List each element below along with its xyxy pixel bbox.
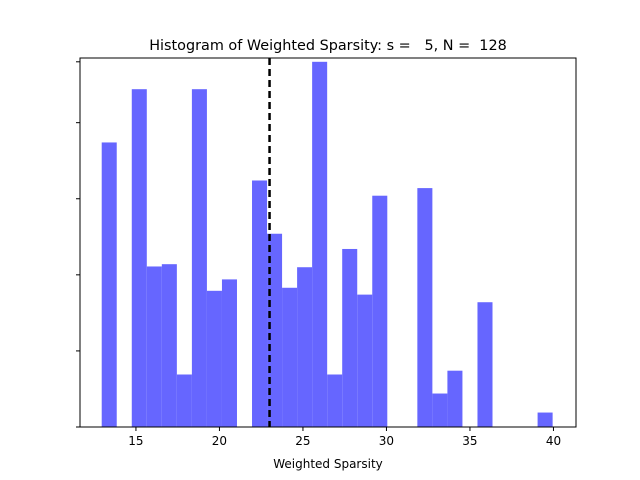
histogram-bar [101,142,117,428]
histogram-bar [477,302,493,427]
histogram-bar [432,393,448,427]
x-axis-ticks: 15 20 25 30 35 40 [128,427,561,448]
histogram-bar [206,290,222,427]
histogram-bar [252,180,268,427]
histogram-bar [417,188,433,427]
histogram-bar [357,294,373,427]
x-tick-label: 35 [462,434,477,448]
axes-frame [79,57,577,428]
histogram-bar [146,266,162,427]
x-tick-label: 15 [128,434,143,448]
histogram-bar [191,89,207,427]
x-tick-label: 20 [212,434,227,448]
histogram-bar [267,233,283,427]
histogram-bars [101,61,553,428]
histogram-bar [131,89,147,427]
x-tick-label: 30 [379,434,394,448]
x-axis-label: Weighted Sparsity [273,457,383,471]
x-tick-label: 25 [295,434,310,448]
histogram-bar [176,374,192,427]
histogram-bar [447,370,463,427]
histogram-bar [161,264,177,427]
histogram-bar [537,412,553,427]
histogram-bar [312,61,328,427]
histogram-bar [221,279,237,427]
chart-title: Histogram of Weighted Sparsity: s = 5, N… [149,38,507,54]
histogram-bar [327,374,343,427]
x-tick-label: 40 [546,434,561,448]
histogram-bar [372,195,388,427]
histogram-bar [297,267,313,427]
y-axis-ticks [76,61,80,428]
histogram-bar [282,287,298,427]
histogram-bar [342,248,358,427]
